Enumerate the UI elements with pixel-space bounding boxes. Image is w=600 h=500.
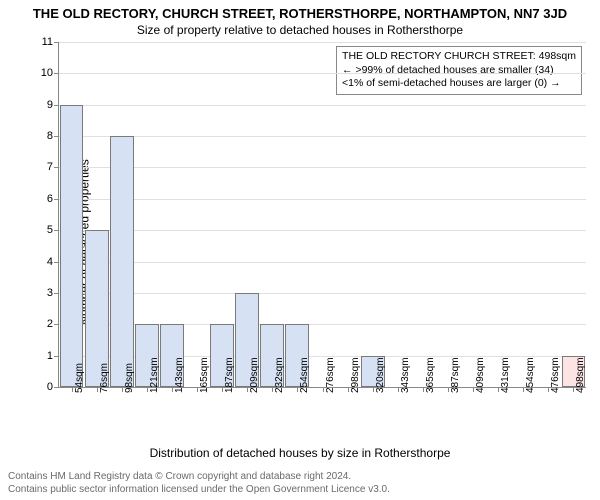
chart-area: Number of detached properties THE OLD RE… [0,42,600,442]
x-tick-label: 476sqm [550,357,561,393]
footer-attribution: Contains HM Land Registry data © Crown c… [8,470,390,496]
legend-line-2: <1% of semi-detached houses are larger (… [342,77,576,91]
gridline-h [59,262,586,263]
x-tick-label: 320sqm [375,357,386,393]
chart-title-main: THE OLD RECTORY, CHURCH STREET, ROTHERST… [0,0,600,21]
x-tick-mark [122,387,123,392]
y-tick-label: 11 [42,36,59,48]
x-tick-label: 232sqm [274,357,285,393]
plot-area: THE OLD RECTORY CHURCH STREET: 498sqm← >… [58,42,586,388]
x-tick-label: 54sqm [74,363,85,393]
y-tick-label: 3 [47,287,59,299]
bar [110,136,134,387]
x-tick-label: 343sqm [400,357,411,393]
x-tick-label: 387sqm [450,357,461,393]
footer-line-2: Contains public sector information licen… [8,483,390,496]
x-tick-mark [423,387,424,392]
x-tick-label: 254sqm [299,357,310,393]
x-tick-mark [72,387,73,392]
x-tick-mark [473,387,474,392]
y-tick-label: 4 [47,256,59,268]
x-tick-label: 498sqm [575,357,586,393]
x-tick-mark [498,387,499,392]
legend-line-1: ← >99% of detached houses are smaller (3… [342,64,576,78]
x-tick-mark [222,387,223,392]
x-tick-label: 298sqm [350,357,361,393]
x-tick-label: 209sqm [249,357,260,393]
y-tick-label: 0 [47,381,59,393]
y-tick-label: 8 [47,130,59,142]
gridline-h [59,105,586,106]
legend-line-0: THE OLD RECTORY CHURCH STREET: 498sqm [342,50,576,64]
x-tick-label: 454sqm [525,357,536,393]
x-tick-label: 121sqm [149,357,160,393]
y-tick-label: 6 [47,193,59,205]
x-tick-label: 431sqm [500,357,511,393]
y-tick-label: 9 [47,99,59,111]
x-tick-mark [448,387,449,392]
gridline-h [59,42,586,43]
x-tick-label: 98sqm [124,363,135,393]
x-tick-mark [348,387,349,392]
gridline-h [59,199,586,200]
y-tick-label: 2 [47,318,59,330]
gridline-h [59,293,586,294]
bar [60,105,84,387]
x-tick-label: 165sqm [199,357,210,393]
x-tick-label: 365sqm [425,357,436,393]
y-tick-label: 7 [47,161,59,173]
y-tick-label: 10 [41,67,59,79]
x-tick-mark [323,387,324,392]
footer-line-1: Contains HM Land Registry data © Crown c… [8,470,390,483]
x-tick-label: 76sqm [99,363,110,393]
gridline-h [59,73,586,74]
x-tick-mark [373,387,374,392]
x-tick-mark [97,387,98,392]
x-tick-mark [172,387,173,392]
x-tick-mark [398,387,399,392]
y-tick-label: 5 [47,224,59,236]
y-tick-label: 1 [47,350,59,362]
gridline-h [59,167,586,168]
x-tick-label: 187sqm [224,357,235,393]
x-axis-label: Distribution of detached houses by size … [0,446,600,460]
gridline-h [59,230,586,231]
x-tick-label: 409sqm [475,357,486,393]
chart-title-sub: Size of property relative to detached ho… [0,21,600,41]
x-tick-label: 276sqm [325,357,336,393]
x-tick-label: 143sqm [174,357,185,393]
x-tick-mark [197,387,198,392]
legend-box: THE OLD RECTORY CHURCH STREET: 498sqm← >… [336,46,582,95]
gridline-h [59,136,586,137]
x-tick-mark [147,387,148,392]
